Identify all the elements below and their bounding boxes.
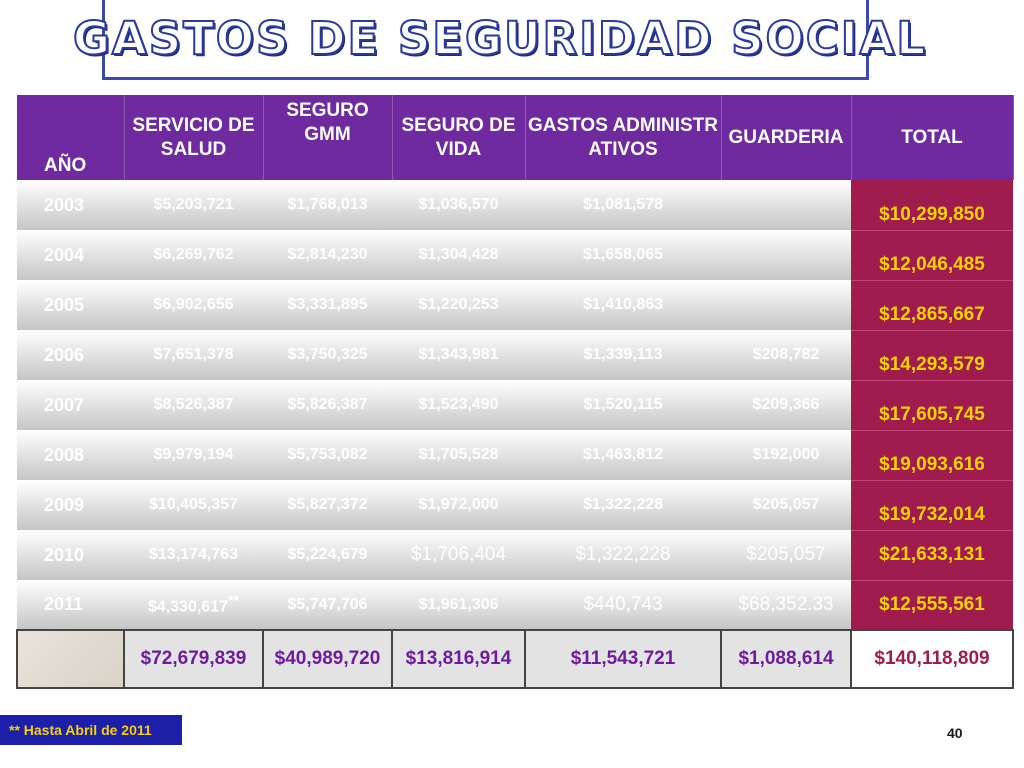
table-row: 2006 $7,651,378 $3,750,325 $1,343,981 $1…	[17, 330, 1013, 381]
cell-total: $21,633,131	[851, 530, 1013, 581]
header-row: AÑO SERVICIO DE SALUD SEGURO GMM SEGURO …	[17, 95, 1014, 180]
page-number: 40	[947, 725, 963, 741]
cell-gmm: $1,768,013	[263, 180, 392, 230]
cell-life: $1,304,428	[392, 230, 525, 280]
cell-daycare: $205,057	[721, 480, 851, 530]
cell-daycare: $209,366	[721, 380, 851, 430]
cell-daycare: $208,782	[721, 330, 851, 380]
cell-health: $13,174,763	[124, 530, 263, 580]
cell-gmm: $3,750,325	[263, 330, 392, 380]
cell-year: 2004	[17, 230, 124, 280]
cell-gmm: $5,827,372	[263, 480, 392, 530]
cell-health: $10,405,357	[124, 480, 263, 530]
cell-admin: $1,081,578	[525, 180, 721, 230]
header-total: TOTAL	[851, 95, 1014, 180]
total-admin: $11,543,721	[524, 629, 722, 689]
social-security-table: AÑO SERVICIO DE SALUD SEGURO GMM SEGURO …	[16, 95, 1014, 689]
total-life: $13,816,914	[391, 629, 526, 689]
title-frame	[102, 0, 869, 80]
cell-life: $1,523,490	[392, 380, 525, 430]
cell-year: 2010	[17, 530, 124, 580]
cell-gmm: $5,826,387	[263, 380, 392, 430]
cell-daycare: $192,000	[721, 430, 851, 480]
table-row: 2009 $10,405,357 $5,827,372 $1,972,000 $…	[17, 480, 1013, 531]
cell-daycare: $68,352.33	[721, 580, 851, 630]
footnote-marker: **	[228, 592, 239, 609]
cell-life: $1,036,570	[392, 180, 525, 230]
cell-life: $1,972,000	[392, 480, 525, 530]
header-life: SEGURO DE VIDA	[392, 95, 526, 180]
header-gmm: SEGURO GMM	[263, 95, 393, 180]
table-row: 2010 $13,174,763 $5,224,679 $1,706,404 $…	[17, 530, 1013, 581]
cell-daycare	[721, 180, 851, 230]
header-health: SERVICIO DE SALUD	[124, 95, 264, 180]
cell-admin: $1,339,113	[525, 330, 721, 380]
cell-health: $5,203,721	[124, 180, 263, 230]
cell-total: $10,299,850	[851, 180, 1013, 231]
cell-total: $19,093,616	[851, 430, 1013, 481]
cell-life: $1,705,528	[392, 430, 525, 480]
slide-title: GASTOS DE SEGURIDAD SOCIAL	[72, 11, 928, 66]
table-row: 2004 $6,269,762 $2,814,230 $1,304,428 $1…	[17, 230, 1013, 281]
cell-year: 2009	[17, 480, 124, 530]
cell-life: $1,961,306	[392, 580, 525, 630]
cell-daycare	[721, 280, 851, 330]
cell-total: $14,293,579	[851, 330, 1013, 381]
cell-gmm: $5,224,679	[263, 530, 392, 580]
totals-row: $72,679,839 $40,989,720 $13,816,914 $11,…	[16, 629, 1014, 689]
cell-year: 2007	[17, 380, 124, 430]
cell-admin: $1,463,812	[525, 430, 721, 480]
grand-total: $140,118,809	[850, 629, 1014, 689]
cell-year: 2005	[17, 280, 124, 330]
cell-admin: $1,520,115	[525, 380, 721, 430]
cell-life: $1,343,981	[392, 330, 525, 380]
header-admin: GASTOS ADMINISTRATIVOS	[525, 95, 722, 180]
cell-daycare: $205,057	[721, 530, 851, 580]
header-daycare: GUARDERIA	[721, 95, 852, 180]
cell-health: $4,330,617**	[124, 580, 263, 630]
cell-daycare	[721, 230, 851, 280]
cell-total: $12,046,485	[851, 230, 1013, 281]
header-year: AÑO	[17, 95, 125, 180]
cell-admin: $1,322,228	[525, 480, 721, 530]
cell-gmm: $3,331,895	[263, 280, 392, 330]
totals-blank-cell	[16, 629, 125, 689]
table-row: 2008 $9,979,194 $5,753,082 $1,705,528 $1…	[17, 430, 1013, 481]
cell-life: $1,220,253	[392, 280, 525, 330]
cell-total: $12,865,667	[851, 280, 1013, 331]
cell-admin: $1,322,228	[525, 530, 721, 580]
table-row: 2005 $6,902,656 $3,331,895 $1,220,253 $1…	[17, 280, 1013, 331]
cell-year: 2011	[17, 580, 124, 630]
cell-health-value: $4,330,617	[148, 598, 229, 616]
cell-life: $1,706,404	[392, 530, 525, 580]
table-row: 2003 $5,203,721 $1,768,013 $1,036,570 $1…	[17, 180, 1013, 231]
cell-gmm: $2,814,230	[263, 230, 392, 280]
total-daycare: $1,088,614	[720, 629, 852, 689]
cell-health: $6,902,656	[124, 280, 263, 330]
total-gmm: $40,989,720	[262, 629, 393, 689]
cell-year: 2006	[17, 330, 124, 380]
cell-admin: $1,658,065	[525, 230, 721, 280]
table-row: 2007 $8,526,387 $5,826,387 $1,523,490 $1…	[17, 380, 1013, 431]
cell-health: $6,269,762	[124, 230, 263, 280]
footnote-label: ** Hasta Abril de 2011	[0, 715, 182, 745]
cell-year: 2003	[17, 180, 124, 230]
total-health: $72,679,839	[123, 629, 264, 689]
table-row: 2011 $4,330,617** $5,747,706 $1,961,306 …	[17, 580, 1013, 631]
cell-total: $19,732,014	[851, 480, 1013, 531]
cell-year: 2008	[17, 430, 124, 480]
cell-gmm: $5,753,082	[263, 430, 392, 480]
cell-admin: $440,743	[525, 580, 721, 630]
cell-total: $17,605,745	[851, 380, 1013, 431]
cell-admin: $1,410,863	[525, 280, 721, 330]
cell-health: $9,979,194	[124, 430, 263, 480]
cell-gmm: $5,747,706	[263, 580, 392, 630]
cell-total: $12,555,561	[851, 580, 1013, 631]
cell-health: $7,651,378	[124, 330, 263, 380]
cell-health: $8,526,387	[124, 380, 263, 430]
